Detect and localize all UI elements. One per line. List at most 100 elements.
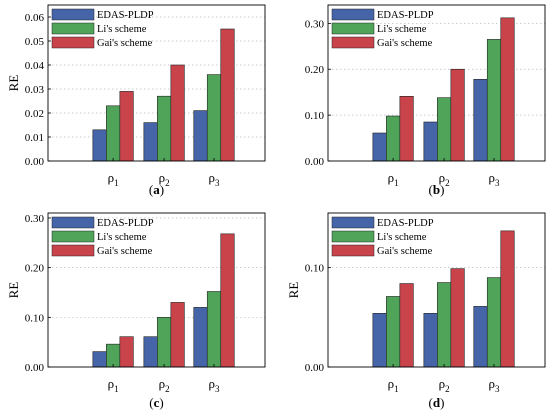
y-tick-label: 0.02 <box>25 108 44 120</box>
bar-gai-s-scheme-3 <box>500 17 515 162</box>
y-tick-label: 0.20 <box>25 263 45 275</box>
bar-li-s-scheme-2 <box>157 317 172 368</box>
bar-edas-pldp-2 <box>423 121 438 162</box>
x-tick-label: ρ1 <box>108 376 119 394</box>
plot-frame <box>47 212 266 368</box>
y-tick-label: 0.06 <box>25 12 45 24</box>
bar-gai-s-scheme-2 <box>450 68 465 162</box>
legend-swatch <box>331 22 375 35</box>
legend: EDAS-PLDP Li's scheme Gai's scheme <box>331 216 434 257</box>
chart-panel-b: 0.00 0.10 0.20 0.30 ρ1 ρ2 ρ3 EDAS-PLDP Li's sche… <box>305 4 546 197</box>
bar-edas-pldp-3 <box>193 110 208 162</box>
y-axis-label: RE <box>286 282 301 299</box>
legend-entry: Gai's scheme <box>377 38 433 49</box>
panel-caption: (b) <box>429 182 445 197</box>
y-tick-label: 0.30 <box>305 18 325 30</box>
legend: EDAS-PLDP Li's scheme Gai's scheme <box>51 8 154 49</box>
legend-swatch <box>331 8 375 21</box>
bar-edas-pldp-1 <box>372 132 387 162</box>
x-tick-label: ρ1 <box>388 376 399 394</box>
bar-gai-s-scheme-3 <box>220 28 235 162</box>
bar-li-s-scheme-1 <box>106 105 121 162</box>
chart-panel-a: 0.00 0.01 0.02 0.03 0.04 0.05 0.06 ρ1 ρ2 ρ3 RE EDAS… <box>6 4 266 197</box>
legend-entry: Gai's scheme <box>97 38 153 49</box>
bar-li-s-scheme-1 <box>386 296 401 368</box>
x-tick-label: ρ2 <box>439 170 450 188</box>
bar-edas-pldp-2 <box>143 336 158 368</box>
y-axis-label: RE <box>6 282 21 299</box>
bar-edas-pldp-1 <box>92 129 107 162</box>
y-tick-label: 0.05 <box>25 36 45 48</box>
bar-edas-pldp-3 <box>473 79 488 162</box>
chart-panel-c: 0.00 0.10 0.20 0.30 ρ1 ρ2 ρ3 RE EDAS-PLDP Li's sc… <box>6 212 266 410</box>
x-tick-label: ρ3 <box>489 376 501 394</box>
x-tick-label: ρ3 <box>489 170 501 188</box>
legend-swatch <box>331 244 375 257</box>
legend-entry: Li's scheme <box>377 24 427 35</box>
legend-entry: EDAS-PLDP <box>377 10 434 21</box>
bar-li-s-scheme-3 <box>206 291 222 368</box>
legend-entry: Gai's scheme <box>97 246 153 257</box>
panel-caption: (d) <box>429 395 445 410</box>
bar-li-s-scheme-3 <box>206 74 222 162</box>
bar-gai-s-scheme-1 <box>399 283 414 368</box>
legend-swatch <box>331 230 375 243</box>
bar-edas-pldp-3 <box>193 307 208 368</box>
bar-edas-pldp-1 <box>92 351 107 368</box>
bar-edas-pldp-3 <box>473 306 488 368</box>
bar-li-s-scheme-1 <box>386 115 401 162</box>
plot-frame <box>327 4 546 162</box>
bar-li-s-scheme-3 <box>486 39 502 162</box>
chart-panel-d: 0.00 0.10 ρ1 ρ2 ρ3 RE EDAS-PLDP Li's scheme Gai'… <box>286 212 546 410</box>
y-tick-label: 0.20 <box>305 64 325 76</box>
bar-gai-s-scheme-2 <box>450 268 465 368</box>
legend-swatch <box>331 36 375 49</box>
y-tick-label: 0.00 <box>305 362 325 374</box>
plot-frame <box>47 4 266 162</box>
bar-gai-s-scheme-1 <box>119 336 134 368</box>
y-tick-label: 0.00 <box>25 156 45 168</box>
x-tick-label: ρ1 <box>388 170 399 188</box>
legend-entry: EDAS-PLDP <box>377 218 434 229</box>
y-tick-label: 0.00 <box>305 156 325 168</box>
legend-entry: EDAS-PLDP <box>97 10 154 21</box>
bar-li-s-scheme-1 <box>106 343 121 368</box>
x-tick-label: ρ1 <box>108 170 119 188</box>
x-tick-label: ρ2 <box>439 376 450 394</box>
bar-gai-s-scheme-3 <box>500 230 515 368</box>
y-tick-label: 0.10 <box>305 110 325 122</box>
y-tick-label: 0.30 <box>25 213 45 225</box>
legend-swatch <box>51 8 95 21</box>
y-tick-label: 0.10 <box>25 312 45 324</box>
bar-edas-pldp-1 <box>372 313 387 368</box>
legend-entry: Li's scheme <box>377 232 427 243</box>
legend-swatch <box>51 216 95 229</box>
legend-entry: Gai's scheme <box>377 246 433 257</box>
y-axis-label: RE <box>6 75 21 92</box>
x-tick-label: ρ3 <box>209 170 221 188</box>
bar-li-s-scheme-2 <box>157 95 172 162</box>
x-tick-label: ρ3 <box>209 376 221 394</box>
plot-frame <box>327 212 546 368</box>
y-tick-label: 0.03 <box>25 84 45 96</box>
panel-caption: (c) <box>149 395 163 410</box>
y-tick-label: 0.01 <box>25 132 44 144</box>
bar-gai-s-scheme-1 <box>119 91 134 162</box>
legend: EDAS-PLDP Li's scheme Gai's scheme <box>51 216 154 257</box>
bar-edas-pldp-2 <box>143 122 158 162</box>
x-tick-label: ρ2 <box>159 376 170 394</box>
bar-gai-s-scheme-2 <box>170 302 185 368</box>
legend-swatch <box>331 216 375 229</box>
bar-li-s-scheme-3 <box>486 277 502 368</box>
legend-entry: EDAS-PLDP <box>97 218 154 229</box>
bar-li-s-scheme-2 <box>437 282 452 368</box>
legend-swatch <box>51 244 95 257</box>
bar-gai-s-scheme-1 <box>399 96 414 162</box>
legend: EDAS-PLDP Li's scheme Gai's scheme <box>331 8 434 49</box>
panel-caption: (a) <box>149 182 164 197</box>
legend-swatch <box>51 22 95 35</box>
bar-li-s-scheme-2 <box>437 97 452 162</box>
legend-swatch <box>51 36 95 49</box>
y-tick-label: 0.00 <box>25 362 45 374</box>
